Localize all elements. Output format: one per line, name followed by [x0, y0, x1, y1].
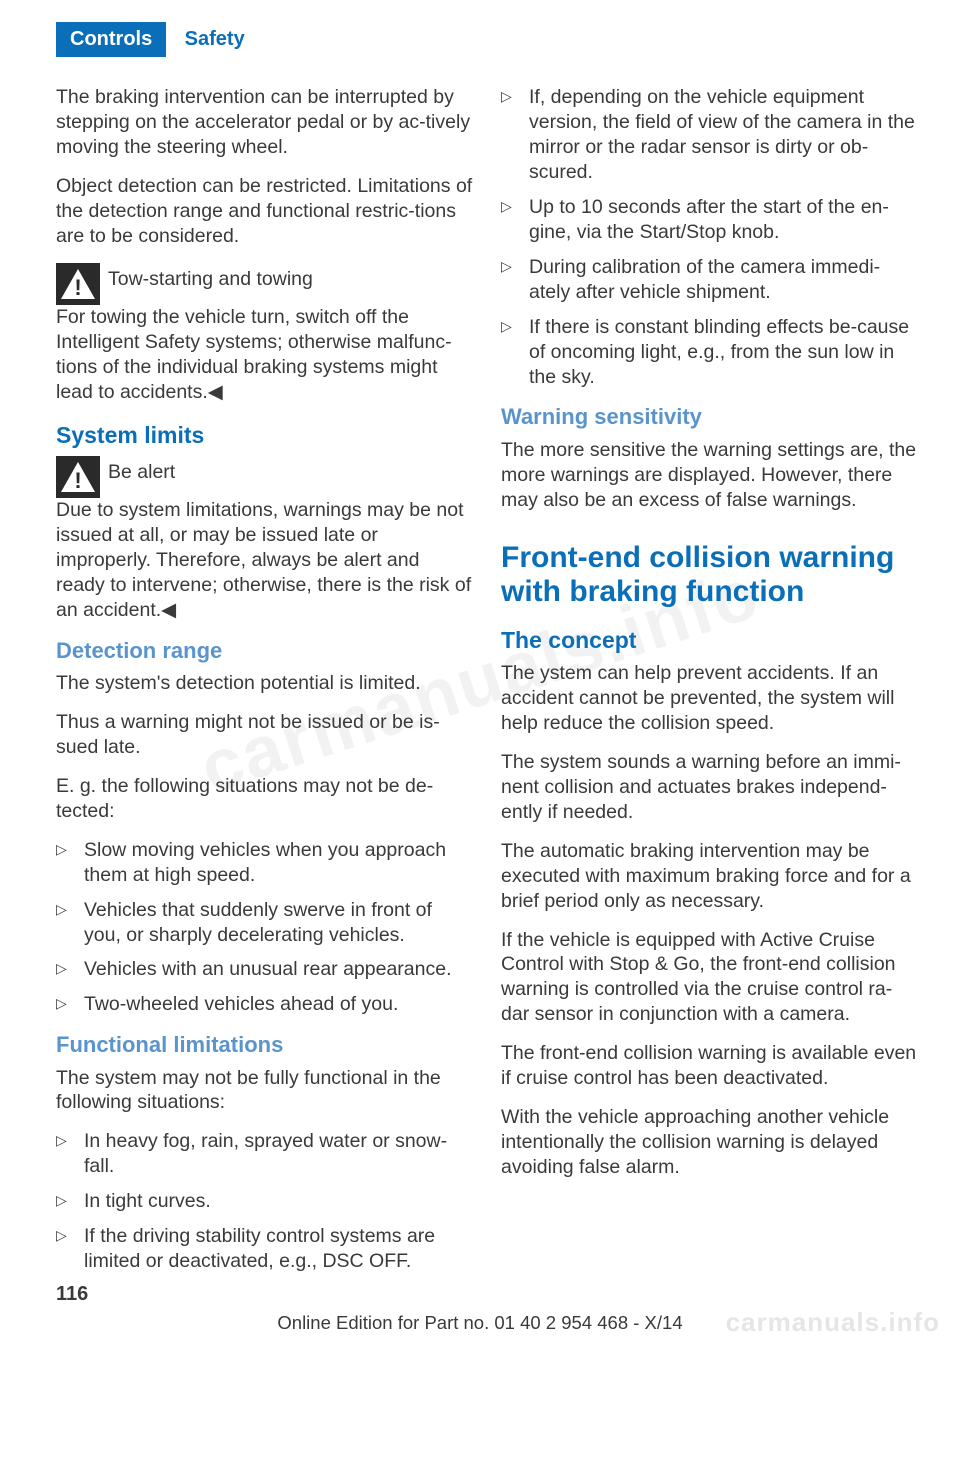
body-text: The automatic braking intervention may b… [501, 839, 918, 914]
header: Controls Safety [0, 0, 960, 67]
bullet-icon: ▷ [56, 1224, 84, 1274]
heading-system-limits: System limits [56, 421, 473, 450]
svg-text:!: ! [74, 275, 81, 300]
list-text: Slow moving vehicles when you approach t… [84, 838, 473, 888]
heading-functional-limitations: Functional limitations [56, 1031, 473, 1059]
page-number: 116 [56, 1283, 88, 1306]
bullet-icon: ▷ [56, 838, 84, 888]
bullet-icon: ▷ [501, 315, 529, 390]
heading-detection-range: Detection range [56, 637, 473, 665]
bullet-icon: ▷ [56, 1189, 84, 1214]
list-text: Two-wheeled vehicles ahead of you. [84, 992, 473, 1017]
list-text: If there is constant blinding effects be… [529, 315, 918, 390]
edition-text: Online Edition for Part no. 01 40 2 954 … [0, 1312, 960, 1334]
list-item: ▷Slow moving vehicles when you approach … [56, 838, 473, 888]
bullet-icon: ▷ [501, 85, 529, 185]
bullet-icon: ▷ [501, 255, 529, 305]
list-text: Vehicles with an unusual rear appearance… [84, 957, 473, 982]
body-text: E. g. the following situations may not b… [56, 774, 473, 824]
body-text: With the vehicle approaching another veh… [501, 1105, 918, 1180]
warning-body: Due to system limitations, warnings may … [56, 498, 473, 623]
functional-list: ▷In heavy fog, rain, sprayed water or sn… [56, 1129, 473, 1274]
bullet-icon: ▷ [56, 992, 84, 1017]
body-text: Thus a warning might not be issued or be… [56, 710, 473, 760]
body-text: The more sensitive the warning settings … [501, 438, 918, 513]
list-item: ▷Vehicles with an unusual rear appearanc… [56, 957, 473, 982]
list-item: ▷Up to 10 seconds after the start of the… [501, 195, 918, 245]
list-item: ▷Vehicles that suddenly swerve in front … [56, 898, 473, 948]
list-item: ▷If there is constant blinding effects b… [501, 315, 918, 390]
list-text: In tight curves. [84, 1189, 473, 1214]
list-item: ▷Two-wheeled vehicles ahead of you. [56, 992, 473, 1017]
list-item: ▷In tight curves. [56, 1189, 473, 1214]
page: carmanuals.info Controls Safety The brak… [0, 0, 960, 1362]
bullet-icon: ▷ [56, 1129, 84, 1179]
body-text: Object detection can be restricted. Limi… [56, 174, 473, 249]
heading-the-concept: The concept [501, 626, 918, 655]
list-item: ▷In heavy fog, rain, sprayed water or sn… [56, 1129, 473, 1179]
left-column: The braking intervention can be interrup… [56, 85, 473, 1284]
body-text: The system's detection potential is limi… [56, 671, 473, 696]
warning-box: ! Tow-starting and towing [56, 263, 473, 305]
list-text: Vehicles that suddenly swerve in front o… [84, 898, 473, 948]
bullet-icon: ▷ [56, 957, 84, 982]
right-column: ▷If, depending on the vehicle equipment … [501, 85, 918, 1284]
functional-list-cont: ▷If, depending on the vehicle equipment … [501, 85, 918, 389]
warning-title: Be alert [108, 456, 175, 485]
body-text: The braking intervention can be interrup… [56, 85, 473, 160]
content-columns: The braking intervention can be interrup… [0, 67, 960, 1284]
list-text: If the driving stability control systems… [84, 1224, 473, 1274]
list-item: ▷If the driving stability control system… [56, 1224, 473, 1274]
heading-front-end-collision: Front-end collision warning with braking… [501, 541, 918, 610]
list-text: If, depending on the vehicle equipment v… [529, 85, 918, 185]
body-text: If the vehicle is equipped with Active C… [501, 928, 918, 1028]
body-text: The system may not be fully functional i… [56, 1066, 473, 1116]
footer: 116 Online Edition for Part no. 01 40 2 … [0, 1312, 960, 1334]
list-item: ▷If, depending on the vehicle equipment … [501, 85, 918, 185]
svg-text:!: ! [74, 468, 81, 493]
list-text: During calibration of the camera immedi‐… [529, 255, 918, 305]
list-item: ▷During calibration of the camera immedi… [501, 255, 918, 305]
bullet-icon: ▷ [56, 898, 84, 948]
heading-warning-sensitivity: Warning sensitivity [501, 403, 918, 431]
body-text: The ystem can help prevent accidents. If… [501, 661, 918, 736]
warning-title: Tow-starting and towing [108, 263, 313, 292]
list-text: In heavy fog, rain, sprayed water or sno… [84, 1129, 473, 1179]
warning-box: ! Be alert [56, 456, 473, 498]
warning-icon: ! [56, 263, 100, 305]
body-text: The system sounds a warning before an im… [501, 750, 918, 825]
warning-body: For towing the vehicle turn, switch off … [56, 305, 473, 405]
header-tab-safety: Safety [171, 22, 259, 57]
list-text: Up to 10 seconds after the start of the … [529, 195, 918, 245]
detection-list: ▷Slow moving vehicles when you approach … [56, 838, 473, 1018]
warning-icon: ! [56, 456, 100, 498]
bullet-icon: ▷ [501, 195, 529, 245]
body-text: The front-end collision warning is avail… [501, 1041, 918, 1091]
header-tab-controls: Controls [56, 22, 166, 57]
